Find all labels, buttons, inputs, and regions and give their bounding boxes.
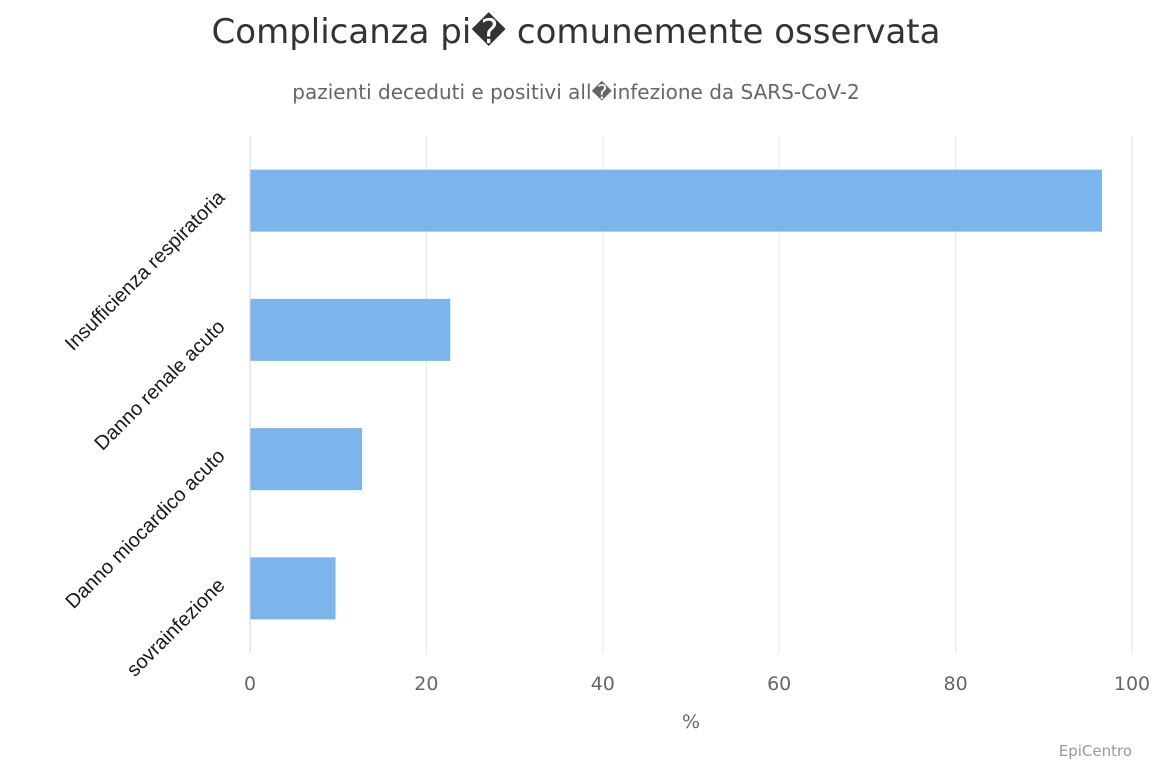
bar[interactable] [250, 298, 451, 361]
x-tick-label: 100 [1114, 673, 1150, 695]
chart-subtitle: pazienti deceduti e positivi all�infezio… [292, 80, 860, 104]
y-tick-label: Danno renale acuto [91, 316, 230, 455]
x-tick-labels: 0 20 40 60 80 100 [244, 673, 1150, 695]
x-tick-label: 60 [767, 673, 791, 695]
bars [250, 169, 1103, 620]
x-tick-label: 40 [591, 673, 615, 695]
bar[interactable] [250, 169, 1103, 232]
x-axis-title: % [682, 711, 700, 733]
x-tick-label: 80 [944, 673, 968, 695]
chart-title: Complicanza pi� comunemente osservata [211, 12, 941, 52]
bar[interactable] [250, 557, 336, 620]
bar[interactable] [250, 428, 363, 491]
credits-label: EpiCentro [1058, 742, 1132, 760]
x-tick-label: 20 [414, 673, 438, 695]
y-tick-label: sovrainfezione [123, 574, 230, 681]
x-tick-label: 0 [244, 673, 256, 695]
